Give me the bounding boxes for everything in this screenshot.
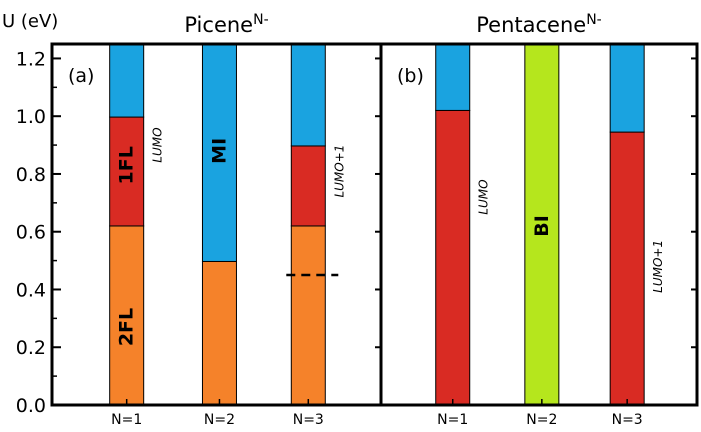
x-tick-label: N=3 [612,412,643,428]
panel-title: PentaceneN- [476,12,601,37]
y-tick-label: 0.8 [16,164,46,186]
bar-segment-mi [109,43,145,118]
bar-segment-1fl [290,145,326,227]
y-tick-label: 1.2 [16,48,46,70]
orbital-label: LUMO+1 [651,240,665,293]
orbital-label: LUMO [477,179,491,214]
y-tick-label: 0.6 [16,222,46,244]
frame-layer [50,42,699,407]
bar-segment-2fl [109,225,145,406]
y-tick-label: 0.4 [16,279,46,301]
x-tick-label: N=2 [526,412,557,428]
panel-tag: (b) [397,65,424,87]
x-tick-label: N=2 [204,412,235,428]
x-tick-label: N=1 [111,412,142,428]
phase-label-2fl: 2FL [116,308,138,346]
bar-segment-mi [290,43,326,147]
bar-segment-1fl [109,116,145,227]
bars-layer [109,43,645,406]
bar-segment-1fl [435,109,471,406]
bar-segment-2fl [201,260,237,406]
phase-label-bi: BI [531,215,553,237]
bar-segment-mi [609,43,645,133]
panel-title-superscript: N- [586,12,602,28]
plot-frame [50,42,699,407]
y-axis-label: U (eV) [2,11,58,32]
panel-title-superscript: N- [253,12,269,28]
x-tick-label: N=1 [437,412,468,428]
bar-segment-mi [435,43,471,111]
y-tick-label: 0.2 [16,337,46,359]
phase-label-mi: MI [208,138,230,164]
y-tick-label: 1.0 [16,106,46,128]
orbital-label: LUMO [151,127,165,162]
phase-label-1fl: 1FL [116,146,138,184]
x-tick-label: N=3 [293,412,324,428]
orbital-label: LUMO+1 [332,145,346,198]
y-tick-label: 0.0 [16,395,46,417]
panel-title-main: Picene [184,13,253,37]
bar-segment-2fl [290,225,326,406]
panel-title-main: Pentacene [476,13,586,37]
panel-title: PiceneN- [184,12,268,37]
bar-segment-1fl [609,131,645,406]
panel-tag: (a) [68,65,94,87]
